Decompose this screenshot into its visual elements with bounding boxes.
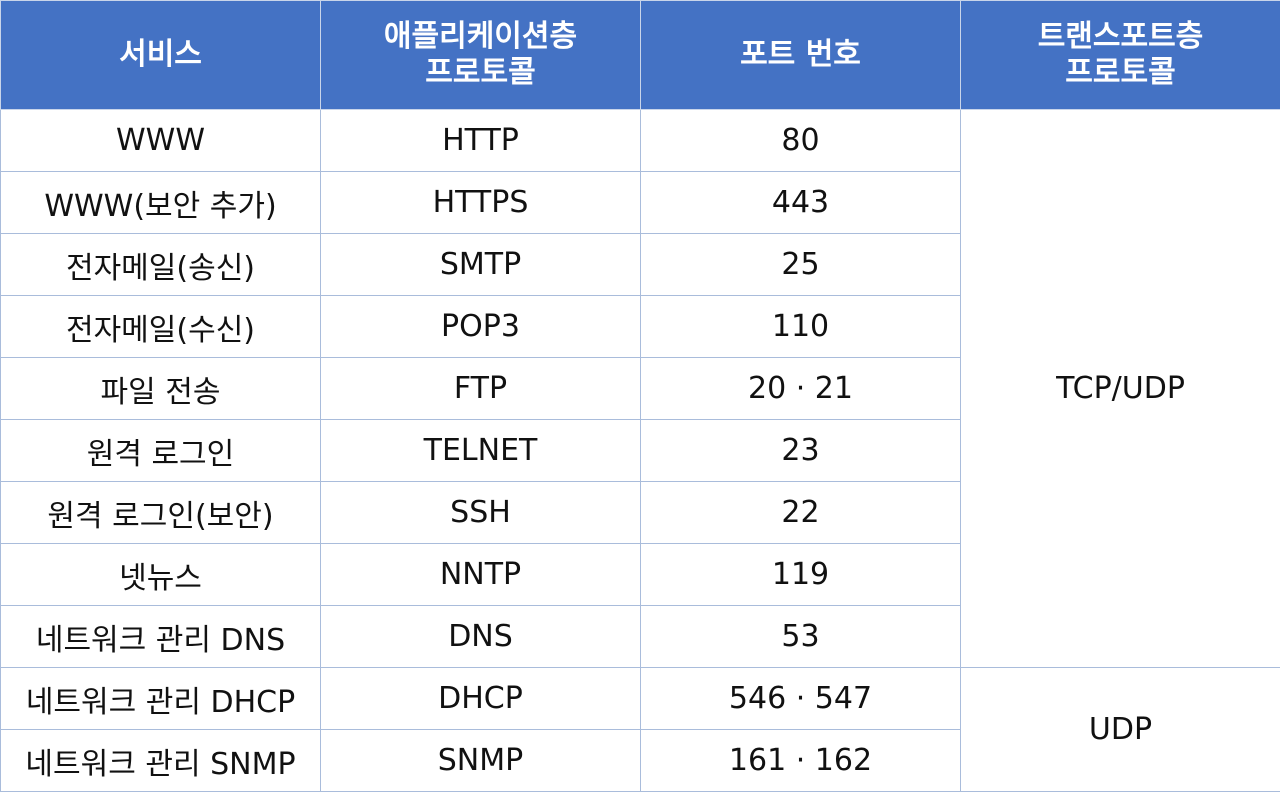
cell-transport-udp: UDP	[960, 667, 1280, 792]
cell-port: 22	[640, 481, 961, 544]
table-row: 파일 전송 FTP 20 · 21	[0, 357, 1280, 420]
header-service-label: 서비스	[119, 37, 202, 72]
cell-protocol: NNTP	[320, 543, 641, 606]
cell-protocol: DNS	[320, 605, 641, 668]
cell-protocol: TELNET	[320, 419, 641, 482]
table-row: WWW(보안 추가) HTTPS 443	[0, 171, 1280, 234]
cell-port: 161 · 162	[640, 729, 961, 792]
cell-port: 25	[640, 233, 961, 296]
cell-port: 119	[640, 543, 961, 606]
header-app-protocol-line1: 애플리케이션층	[383, 19, 578, 54]
cell-service: 파일 전송	[0, 357, 321, 420]
cell-service: WWW(보안 추가)	[0, 171, 321, 234]
table-row: WWW HTTP 80 TCP/UDP	[0, 109, 1280, 668]
cell-service: 원격 로그인	[0, 419, 321, 482]
cell-service: 전자메일(송신)	[0, 233, 321, 296]
cell-port: 53	[640, 605, 961, 668]
header-app-protocol: 애플리케이션층 프로토콜	[320, 0, 641, 110]
table-row: 원격 로그인 TELNET 23	[0, 419, 1280, 482]
cell-service: 원격 로그인(보안)	[0, 481, 321, 544]
header-row: 서비스 애플리케이션층 프로토콜 포트 번호 트랜스포트층 프로토콜	[0, 0, 1280, 110]
header-transport-line1: 트랜스포트층	[1037, 19, 1204, 54]
header-transport: 트랜스포트층 프로토콜	[960, 0, 1280, 110]
cell-port: 23	[640, 419, 961, 482]
header-transport-line2: 프로토콜	[1065, 55, 1176, 90]
port-protocol-table: 서비스 애플리케이션층 프로토콜 포트 번호 트랜스포트층 프로토콜 WWW H…	[0, 0, 1280, 792]
cell-service: WWW	[0, 109, 321, 172]
cell-protocol: DHCP	[320, 667, 641, 730]
table-row: 네트워크 관리 DHCP DHCP 546 · 547 UDP	[0, 667, 1280, 792]
cell-port: 20 · 21	[640, 357, 961, 420]
cell-protocol: HTTPS	[320, 171, 641, 234]
cell-protocol: HTTP	[320, 109, 641, 172]
cell-port: 110	[640, 295, 961, 358]
cell-service: 네트워크 관리 DNS	[0, 605, 321, 668]
cell-port: 443	[640, 171, 961, 234]
cell-port: 546 · 547	[640, 667, 961, 730]
cell-protocol: SNMP	[320, 729, 641, 792]
table-row: 네트워크 관리 DNS DNS 53	[0, 605, 1280, 668]
cell-service: 전자메일(수신)	[0, 295, 321, 358]
cell-service: 넷뉴스	[0, 543, 321, 606]
header-service: 서비스	[0, 0, 321, 110]
header-app-protocol-line2: 프로토콜	[425, 55, 536, 90]
cell-port: 80	[640, 109, 961, 172]
table-row: 넷뉴스 NNTP 119	[0, 543, 1280, 606]
cell-service: 네트워크 관리 SNMP	[0, 729, 321, 792]
cell-protocol: POP3	[320, 295, 641, 358]
cell-service: 네트워크 관리 DHCP	[0, 667, 321, 730]
table-row: 네트워크 관리 SNMP SNMP 161 · 162	[0, 729, 1280, 792]
cell-protocol: SMTP	[320, 233, 641, 296]
cell-protocol: SSH	[320, 481, 641, 544]
table-row: 원격 로그인(보안) SSH 22	[0, 481, 1280, 544]
cell-protocol: FTP	[320, 357, 641, 420]
header-port: 포트 번호	[640, 0, 961, 110]
header-port-label: 포트 번호	[740, 37, 861, 72]
cell-transport-tcp-udp: TCP/UDP	[960, 109, 1280, 668]
